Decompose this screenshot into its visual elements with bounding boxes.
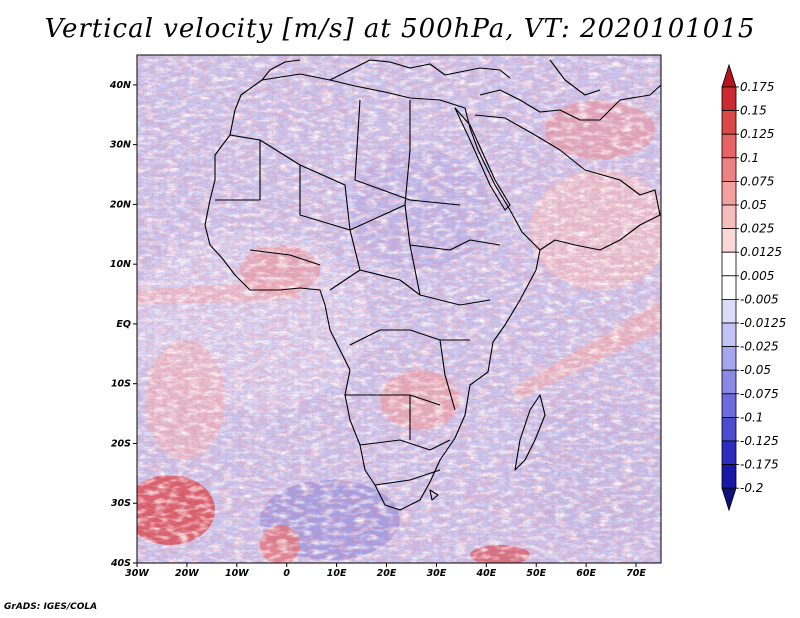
lon-tick-label: 30E (427, 568, 447, 579)
lon-tick-label: 70E (626, 568, 646, 579)
plot-frame (136, 54, 662, 564)
colorbar-label: -0.2 (740, 481, 763, 495)
colorbar-label: 0.1 (740, 151, 759, 165)
colorbar-swatch (721, 86, 737, 112)
lat-tick-label: 40N (109, 80, 131, 91)
colorbar-bottom-arrow (721, 487, 737, 512)
colorbar-swatch (721, 416, 737, 442)
lon-tick-label: 30W (125, 568, 149, 579)
lon-tick-label: 20E (377, 568, 397, 579)
colorbar-label: -0.125 (740, 434, 779, 448)
colorbar-swatch (721, 393, 737, 418)
colorbar-label: 0.005 (740, 269, 774, 283)
lon-tick-label: 20W (175, 568, 199, 579)
colorbar-label: 0.125 (740, 127, 774, 141)
lon-tick-label: 10E (327, 568, 347, 579)
coastlines (204, 59, 661, 511)
lon-tick-label: 40E (475, 568, 496, 579)
colorbar-swatch (721, 440, 737, 466)
colorbar-swatch (721, 322, 737, 348)
grads-credit: GrADS: IGES/COLA (4, 602, 98, 612)
colorbar-swatch (721, 157, 737, 182)
colorbar-label: -0.1 (740, 410, 763, 424)
colorbar-swatch (721, 346, 737, 371)
lat-tick-label: 30N (110, 140, 131, 151)
lat-tick-label: EQ (116, 319, 131, 330)
colorbar-swatch (721, 251, 737, 277)
colorbar-swatch (721, 180, 737, 206)
colorbar-label: 0.0125 (740, 245, 782, 259)
colorbar-label: 0.175 (740, 80, 774, 94)
lat-tick-label: 10N (110, 259, 131, 270)
colorbar-swatch (721, 110, 737, 135)
colorbar-swatch (721, 228, 737, 253)
lat-tick-label: 40S (110, 558, 131, 569)
colorbar-label: -0.0125 (740, 316, 786, 330)
lon-tick-label: 10W (225, 568, 249, 579)
lon-tick-label: 60E (576, 568, 596, 579)
colorbar-swatch (721, 133, 737, 159)
lat-tick-label: 20N (110, 199, 131, 210)
colorbar-label: -0.075 (740, 387, 779, 401)
colorbar: 0.175 0.15 0.125 0.1 0.075 0.05 0.025 0.0125 0.0… (721, 63, 786, 512)
colorbar-swatch (721, 464, 737, 489)
colorbar-label: 0.025 (740, 222, 774, 236)
colorbar-label: -0.005 (740, 292, 779, 306)
colorbar-swatch (721, 298, 737, 324)
colorbar-label: -0.175 (740, 458, 779, 472)
colorbar-label: 0.075 (740, 174, 774, 188)
colorbar-swatch (721, 204, 737, 230)
colorbar-label: -0.05 (740, 363, 771, 377)
longitude-axis: 30W 20W 10W 0 10E 20E 30E 40E 50E 60E 70E (125, 563, 646, 579)
map-title: Vertical velocity [m/s] at 500hPa, VT: 2… (44, 14, 756, 44)
colorbar-swatch (721, 275, 737, 300)
velocity-field (137, 55, 661, 563)
colorbar-label: 0.15 (740, 104, 767, 118)
lat-tick-label: 30S (111, 498, 131, 509)
colorbar-label: -0.025 (740, 340, 779, 354)
lat-tick-label: 10S (111, 379, 131, 390)
lon-tick-label: 50E (526, 568, 546, 579)
lat-tick-label: 20S (111, 438, 131, 449)
lon-tick-label: 0 (283, 568, 290, 579)
colorbar-top-arrow (721, 63, 737, 88)
colorbar-label: 0.05 (740, 198, 767, 212)
latitude-axis: 40N 30N 20N 10N EQ 10S 20S 30S 40S (109, 80, 137, 569)
colorbar-swatch (721, 369, 737, 395)
